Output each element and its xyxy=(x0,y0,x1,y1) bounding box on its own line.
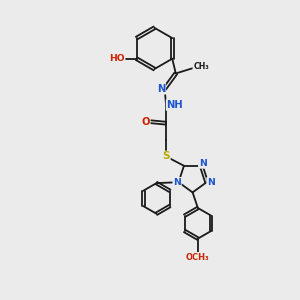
Text: N: N xyxy=(207,178,215,187)
Text: NH: NH xyxy=(167,100,183,110)
Text: N: N xyxy=(157,84,165,94)
Text: N: N xyxy=(173,178,181,187)
Text: HO: HO xyxy=(109,54,125,63)
Text: N: N xyxy=(199,159,207,168)
Text: CH₃: CH₃ xyxy=(193,62,209,71)
Text: O: O xyxy=(141,117,150,127)
Text: S: S xyxy=(162,152,170,161)
Text: OCH₃: OCH₃ xyxy=(186,253,210,262)
